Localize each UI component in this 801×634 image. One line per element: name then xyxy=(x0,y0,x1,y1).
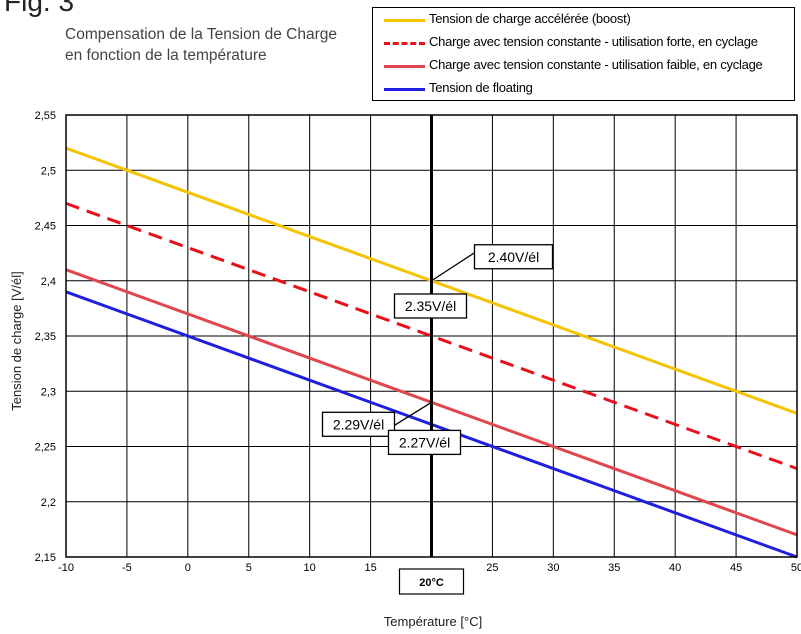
y-tick-label: 2,4 xyxy=(41,276,56,288)
y-tick-label: 2,55 xyxy=(35,110,56,122)
legend-label-light-use: Charge avec tension constante - utilisat… xyxy=(429,57,763,72)
x-tick-label: 0 xyxy=(185,562,191,574)
legend-swatch-light-use xyxy=(384,65,425,68)
y-axis-title: Tension de charge [V/él] xyxy=(9,271,24,410)
callout-box xyxy=(321,411,396,437)
x-tick-label: 5 xyxy=(246,562,252,574)
legend-item-floating: Tension de floating xyxy=(373,79,794,99)
y-tick-label: 2,35 xyxy=(35,331,56,343)
y-tick-label: 2,5 xyxy=(41,165,56,177)
series-line-2 xyxy=(65,201,798,471)
legend-item-boost: Tension de charge accélérée (boost) xyxy=(373,10,794,30)
legend-label-floating: Tension de floating xyxy=(429,80,533,95)
callout-label: 2.27V/él xyxy=(399,434,450,450)
y-tick-label: 2,25 xyxy=(35,442,56,454)
callout-box xyxy=(473,244,554,270)
legend-label-strong-use: Charge avec tension constante - utilisat… xyxy=(429,34,758,49)
y-tick-label: 2,2 xyxy=(41,497,56,509)
legend-swatch-strong-use xyxy=(384,42,425,45)
x-tick-label: -10 xyxy=(58,562,74,574)
tick-labels: -10 -5 0 5 10 15 25 30 35 40 45 50 2,15 2,2 2,25 2,3 2,3… xyxy=(35,110,801,574)
reference-label-box xyxy=(398,568,465,595)
legend-item-strong-use: Charge avec tension constante - utilisat… xyxy=(373,33,794,53)
callout-label: 2.29V/él xyxy=(333,416,384,432)
x-tick-label: 50 xyxy=(791,562,801,574)
legend-swatch-floating xyxy=(384,88,425,91)
callout-box xyxy=(393,293,468,319)
y-tick-label: 2,45 xyxy=(35,221,56,233)
figure-label: Fig. 3 xyxy=(4,0,75,17)
x-tick-label: 15 xyxy=(364,562,376,574)
x-tick-label: 40 xyxy=(669,562,681,574)
plot-border xyxy=(65,114,798,558)
plot-frame xyxy=(65,114,798,558)
x-tick-label: 45 xyxy=(730,562,742,574)
legend-label-boost: Tension de charge accélérée (boost) xyxy=(429,11,631,26)
x-tick-label: 35 xyxy=(608,562,620,574)
x-tick-label: -5 xyxy=(122,562,132,574)
callout-label: 2.35V/él xyxy=(405,298,456,314)
reference-line-group: 20°C xyxy=(398,115,465,595)
callout-leader xyxy=(394,401,432,426)
chart-title-line-2: en fonction de la température xyxy=(65,47,267,64)
x-tick-label: 10 xyxy=(304,562,316,574)
x-tick-label: 30 xyxy=(547,562,559,574)
x-tick-label: 25 xyxy=(486,562,498,574)
y-tick-label: 2,15 xyxy=(35,552,56,564)
reference-label: 20°C xyxy=(419,577,444,589)
legend-item-light-use: Charge avec tension constante - utilisat… xyxy=(373,56,794,76)
callout-leader xyxy=(431,252,475,282)
x-axis-title: Température [°C] xyxy=(384,614,482,629)
legend-swatch-boost xyxy=(384,19,425,22)
legend: Tension de charge accélérée (boost) Char… xyxy=(372,7,795,101)
callouts: 2.40V/él 2.35V/él 2.29V/él 2.27V/él xyxy=(321,244,554,456)
callout-label: 2.40V/él xyxy=(488,249,539,265)
chart-title-line-1: Compensation de la Tension de Charge xyxy=(65,26,338,43)
y-tick-label: 2,3 xyxy=(41,386,56,398)
callout-box xyxy=(387,429,462,456)
